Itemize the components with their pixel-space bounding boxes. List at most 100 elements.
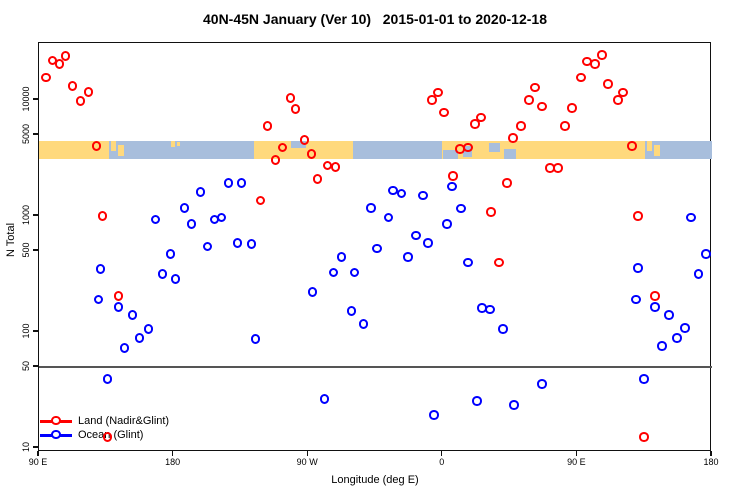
data-point-ocean [195, 187, 206, 197]
data-point-ocean [165, 249, 176, 259]
legend-label-land: Land (Nadir&Glint) [78, 415, 170, 427]
data-point-land [650, 291, 660, 301]
data-point-land [524, 95, 534, 105]
data-point-land [312, 174, 323, 184]
y-tick [33, 330, 38, 332]
data-point-ocean [447, 181, 457, 192]
data-point-ocean [650, 302, 660, 312]
data-point-land [537, 101, 547, 112]
data-point-land [97, 211, 108, 221]
data-point-land [41, 72, 51, 83]
data-point-ocean [246, 239, 257, 249]
y-tick-label: 50 [21, 360, 31, 371]
data-point-ocean [328, 267, 339, 278]
data-point-land [476, 112, 486, 123]
y-tick [33, 133, 38, 135]
data-point-ocean [236, 178, 247, 188]
data-point-ocean [633, 263, 643, 273]
x-tick [172, 451, 174, 456]
data-point-land [306, 149, 317, 159]
data-point-land [627, 141, 637, 151]
data-point-land [60, 51, 71, 61]
data-point-ocean [358, 319, 369, 329]
data-point-land [516, 121, 526, 131]
data-point-land [613, 95, 623, 105]
data-point-ocean [113, 302, 124, 312]
data-point-land [54, 59, 65, 69]
data-point-land [494, 257, 504, 268]
data-point-ocean [134, 333, 145, 343]
y-tick-label: 5000 [21, 123, 31, 144]
x-axis-title: Longitude (deg E) [331, 474, 419, 486]
x-tick [575, 451, 577, 456]
x-tick-label: 90 E [567, 457, 586, 467]
data-point-land [590, 59, 600, 69]
data-point-ocean [686, 212, 696, 223]
data-point-land [427, 95, 437, 105]
data-point-land [486, 207, 496, 217]
data-point-land [639, 432, 649, 442]
data-point-ocean [639, 374, 649, 384]
band-ocean-patch [290, 140, 306, 149]
data-point-ocean [93, 294, 104, 305]
data-point-ocean [372, 243, 382, 254]
band-ocean-patch [489, 142, 501, 152]
data-point-ocean [307, 287, 318, 297]
data-point-land [576, 72, 586, 83]
data-point-ocean [411, 230, 421, 241]
data-point-ocean [456, 203, 466, 214]
y-tick [33, 365, 38, 367]
data-point-ocean [223, 178, 234, 188]
data-point-ocean [672, 333, 682, 343]
data-point-ocean [366, 203, 376, 213]
y-tick-label: 500 [21, 242, 31, 258]
x-tick-label: 180 [703, 457, 719, 467]
x-tick [306, 451, 308, 456]
band-ocean-patch [504, 149, 517, 160]
x-tick [441, 451, 443, 456]
x-tick [710, 451, 712, 456]
y-tick-label: 100 [21, 323, 31, 339]
data-point-ocean [383, 212, 393, 223]
data-point-ocean [442, 219, 452, 229]
band-land-patch [647, 140, 653, 151]
data-point-land [502, 178, 512, 188]
data-point-ocean [336, 252, 347, 262]
data-point-land [299, 135, 310, 145]
data-point-land [262, 121, 273, 131]
data-point-land [285, 93, 296, 103]
data-point-ocean [429, 410, 439, 420]
x-tick-label: 90 W [296, 457, 318, 467]
band-land-segment [39, 140, 109, 159]
band-land-patch [654, 145, 661, 157]
data-point-ocean [463, 257, 473, 268]
data-point-land [83, 87, 94, 97]
y-axis-title: N Total [5, 222, 17, 258]
x-tick-label: 90 E [28, 457, 48, 467]
data-point-ocean [143, 324, 154, 334]
data-point-ocean [664, 310, 674, 320]
data-point-land [290, 104, 301, 114]
ocean-circle-icon [51, 429, 61, 439]
data-point-land [530, 82, 540, 93]
data-point-ocean [403, 252, 413, 262]
band-land-segment [442, 140, 646, 159]
band-ocean-patch [443, 149, 459, 160]
data-point-ocean [701, 249, 711, 259]
y-tick-label: 1000 [21, 205, 31, 226]
data-point-ocean [150, 214, 161, 225]
data-point-land [603, 79, 613, 89]
data-point-ocean [157, 269, 168, 279]
plot-area [38, 42, 712, 451]
y-tick [33, 98, 38, 100]
data-point-ocean [693, 269, 704, 279]
data-point-land [433, 87, 443, 98]
band-land-patch [176, 141, 180, 147]
data-point-ocean [127, 310, 138, 320]
data-point-land [553, 163, 563, 173]
data-point-ocean [232, 238, 243, 248]
data-point-ocean [423, 238, 433, 248]
data-point-land [560, 121, 570, 131]
data-point-ocean [680, 323, 690, 333]
